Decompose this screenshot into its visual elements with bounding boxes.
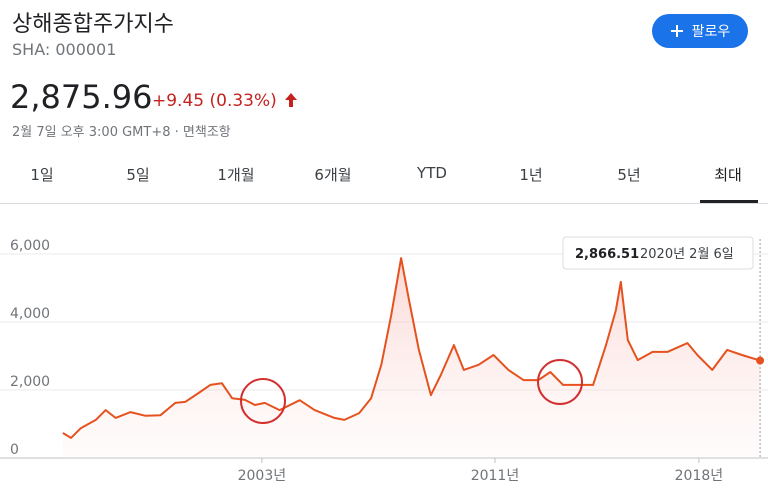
y-tick-label: 0 <box>10 442 19 458</box>
annotation-circle <box>537 359 583 405</box>
follow-button[interactable]: 팔로우 <box>652 14 748 48</box>
price: 2,875.96 <box>10 78 153 116</box>
range-tab[interactable]: 5년 <box>617 166 641 184</box>
y-tick-label: 6,000 <box>10 238 50 254</box>
up-arrow <box>285 93 297 107</box>
price-line <box>62 257 761 439</box>
range-tab[interactable]: 1년 <box>519 166 543 184</box>
area-fill <box>62 258 761 458</box>
range-tab[interactable]: 최대 <box>714 166 742 184</box>
y-tick-label: 4,000 <box>10 306 50 322</box>
x-tick-label: 2003년 <box>238 468 287 484</box>
range-tab[interactable]: YTD <box>417 164 447 182</box>
hover-dot <box>756 356 765 365</box>
tooltip-value: 2,866.51 <box>575 247 639 262</box>
follow-label: 팔로우 <box>691 24 731 40</box>
index-title: 상해종합주가지수 <box>12 12 174 37</box>
range-tab[interactable]: 1일 <box>30 166 54 184</box>
tab-underline <box>700 200 758 203</box>
x-tick-label: 2011년 <box>471 468 520 484</box>
chart: 0 2,000 4,000 6,000 2003년 2011년 2018년 2,866.51… <box>0 236 768 484</box>
range-tab[interactable]: 5일 <box>126 166 150 184</box>
range-tabs: 1일 5일 1개월 6개월 YTD 1년 5년 최대 <box>0 155 768 204</box>
annotation-circle <box>240 378 286 424</box>
price-change: +9.45 (0.33%) <box>152 91 277 111</box>
y-tick-label: 2,000 <box>10 374 50 390</box>
x-tick-label: 2018년 <box>675 468 724 484</box>
range-tab[interactable]: 1개월 <box>217 166 255 184</box>
ticker: SHA: 000001 <box>12 40 117 59</box>
plus-icon <box>670 25 683 37</box>
disclaimer-link[interactable]: 면책조항 <box>182 125 231 140</box>
timestamp: 2월 7일 오후 3:00 GMT+8 · 면책조항 <box>12 125 231 140</box>
range-tab[interactable]: 6개월 <box>314 166 352 184</box>
tooltip-date: 2020년 2월 6일 <box>640 247 734 262</box>
tooltip: 2,866.51 2020년 2월 6일 <box>562 236 754 270</box>
time: 2월 7일 오후 3:00 GMT+8 <box>12 125 171 140</box>
